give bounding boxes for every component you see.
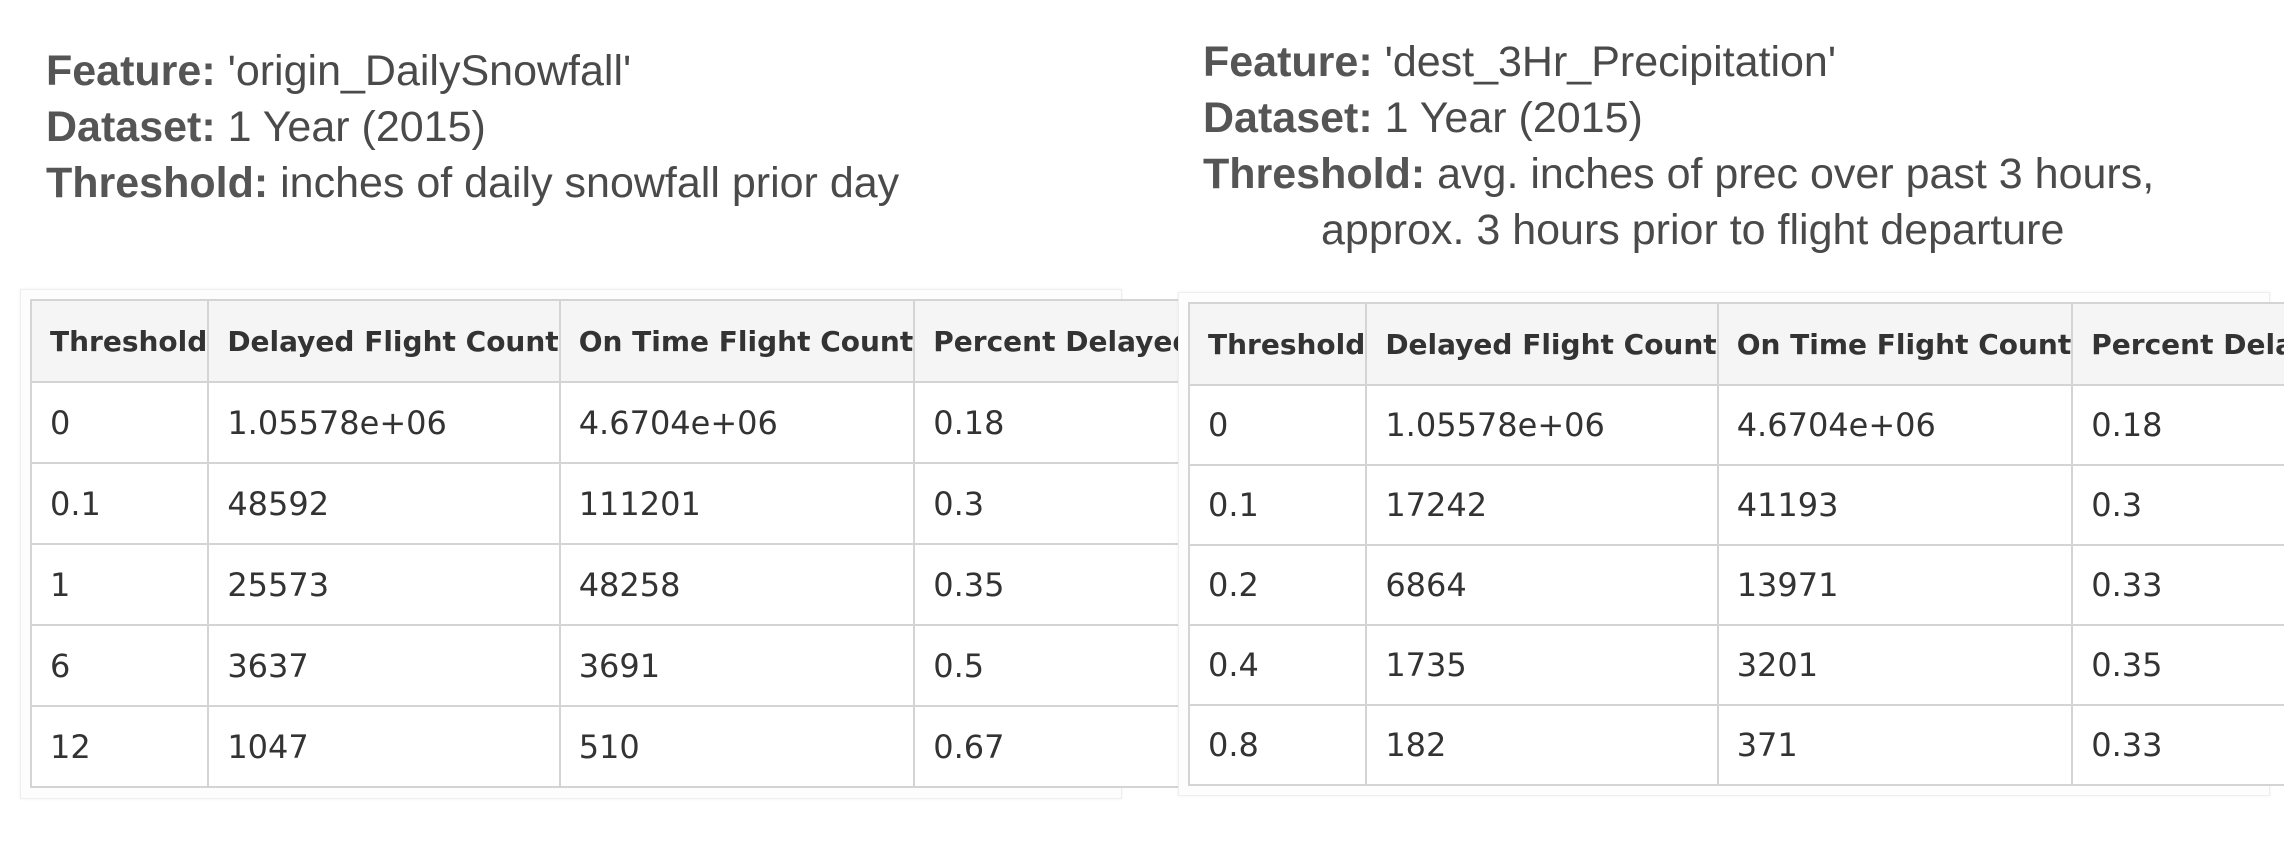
table-cell: 0.33 [2071,544,2284,626]
table-cell: 0.18 [2071,384,2284,466]
caption-line-threshold: Threshold: inches of daily snowfall prio… [46,155,899,211]
caption-key: Dataset: [46,103,216,151]
table-cell: 3201 [1716,624,2074,706]
table-cell: 0.3 [913,462,1195,545]
table-cell: 0.35 [913,543,1195,626]
caption-value: avg. inches of prec over past 3 hours, [1425,150,2155,198]
table-row: 1 25573 48258 0.35 [29,543,1195,626]
column-header: Threshold [29,299,210,383]
column-header: Delayed Flight Count [207,299,561,383]
table-row: 0.8 182 371 0.33 [1187,704,2284,786]
table-cell: 12 [29,705,210,788]
table-cell: 510 [558,705,916,788]
table-cell: 0 [1187,384,1368,466]
table-cell: 4.6704e+06 [558,381,916,464]
caption-line-dataset: Dataset: 1 Year (2015) [46,99,899,155]
caption-line-feature: Feature: 'dest_3Hr_Precipitation' [1203,34,2154,90]
column-header: On Time Flight Count [558,299,916,383]
table-row: 0.1 17242 41193 0.3 [1187,464,2284,546]
caption-value: 1 Year (2015) [1372,94,1643,142]
table-cell: 48592 [207,462,561,545]
table-header-row: Threshold Delayed Flight Count On Time F… [29,299,1195,383]
table-cell: 4.6704e+06 [1716,384,2074,466]
table-cell: 0.67 [913,705,1195,788]
snowfall-table: Threshold Delayed Flight Count On Time F… [29,299,1195,788]
table-cell: 6864 [1365,544,1719,626]
table-cell: 0 [29,381,210,464]
table-cell: 0.3 [2071,464,2284,546]
caption-key: Threshold: [46,159,269,207]
table-row: 6 3637 3691 0.5 [29,624,1195,707]
table-cell: 0.1 [1187,464,1368,546]
caption-value: 1 Year (2015) [215,103,486,151]
caption-key: Feature: [46,47,216,95]
precipitation-table: Threshold Delayed Flight Count On Time F… [1187,302,2284,786]
table-row: 0.4 1735 3201 0.35 [1187,624,2284,706]
table-cell: 0.2 [1187,544,1368,626]
table-cell: 0.35 [2071,624,2284,706]
column-header: Percent Delayed [2071,302,2284,386]
table-cell: 1.05578e+06 [207,381,561,464]
table-row: 0.2 6864 13971 0.33 [1187,544,2284,626]
table-cell: 111201 [558,462,916,545]
precipitation-table-frame: Threshold Delayed Flight Count On Time F… [1178,292,2284,796]
column-header: On Time Flight Count [1716,302,2074,386]
snowfall-table-frame: Threshold Delayed Flight Count On Time F… [20,289,1195,799]
table-cell: 0.5 [913,624,1195,707]
table-cell: 0.1 [29,462,210,545]
table-cell: 41193 [1716,464,2074,546]
table-cell: 0.8 [1187,704,1368,786]
table-row: 0.1 48592 111201 0.3 [29,462,1195,545]
caption-line-feature: Feature: 'origin_DailySnowfall' [46,43,899,99]
caption-value: inches of daily snowfall prior day [268,159,900,207]
caption-value: approx. 3 hours prior to flight departur… [1321,206,2065,254]
table-cell: 3637 [207,624,561,707]
caption-key: Dataset: [1203,94,1373,142]
caption-value: 'dest_3Hr_Precipitation' [1372,38,1837,86]
table-header-row: Threshold Delayed Flight Count On Time F… [1187,302,2284,386]
table-cell: 0.4 [1187,624,1368,706]
column-header: Delayed Flight Count [1365,302,1719,386]
caption-line-threshold: Threshold: avg. inches of prec over past… [1203,146,2154,202]
precipitation-caption: Feature: 'dest_3Hr_Precipitation' Datase… [1203,34,2154,258]
table-cell: 6 [29,624,210,707]
caption-key: Threshold: [1203,150,1426,198]
column-header: Percent Delayed [913,299,1195,383]
table-cell: 1735 [1365,624,1719,706]
table-row: 12 1047 510 0.67 [29,705,1195,788]
column-header: Threshold [1187,302,1368,386]
table-cell: 371 [1716,704,2074,786]
table-cell: 13971 [1716,544,2074,626]
table-cell: 1 [29,543,210,626]
caption-line-threshold-continued: approx. 3 hours prior to flight departur… [1203,202,2154,258]
table-cell: 17242 [1365,464,1719,546]
caption-value: 'origin_DailySnowfall' [215,47,632,95]
table-cell: 0.18 [913,381,1195,464]
table-cell: 1047 [207,705,561,788]
table-cell: 0.33 [2071,704,2284,786]
table-row: 0 1.05578e+06 4.6704e+06 0.18 [1187,384,2284,466]
caption-line-dataset: Dataset: 1 Year (2015) [1203,90,2154,146]
snowfall-caption: Feature: 'origin_DailySnowfall' Dataset:… [46,43,899,211]
table-cell: 48258 [558,543,916,626]
table-cell: 3691 [558,624,916,707]
table-row: 0 1.05578e+06 4.6704e+06 0.18 [29,381,1195,464]
table-cell: 182 [1365,704,1719,786]
table-cell: 25573 [207,543,561,626]
caption-key: Feature: [1203,38,1373,86]
table-cell: 1.05578e+06 [1365,384,1719,466]
